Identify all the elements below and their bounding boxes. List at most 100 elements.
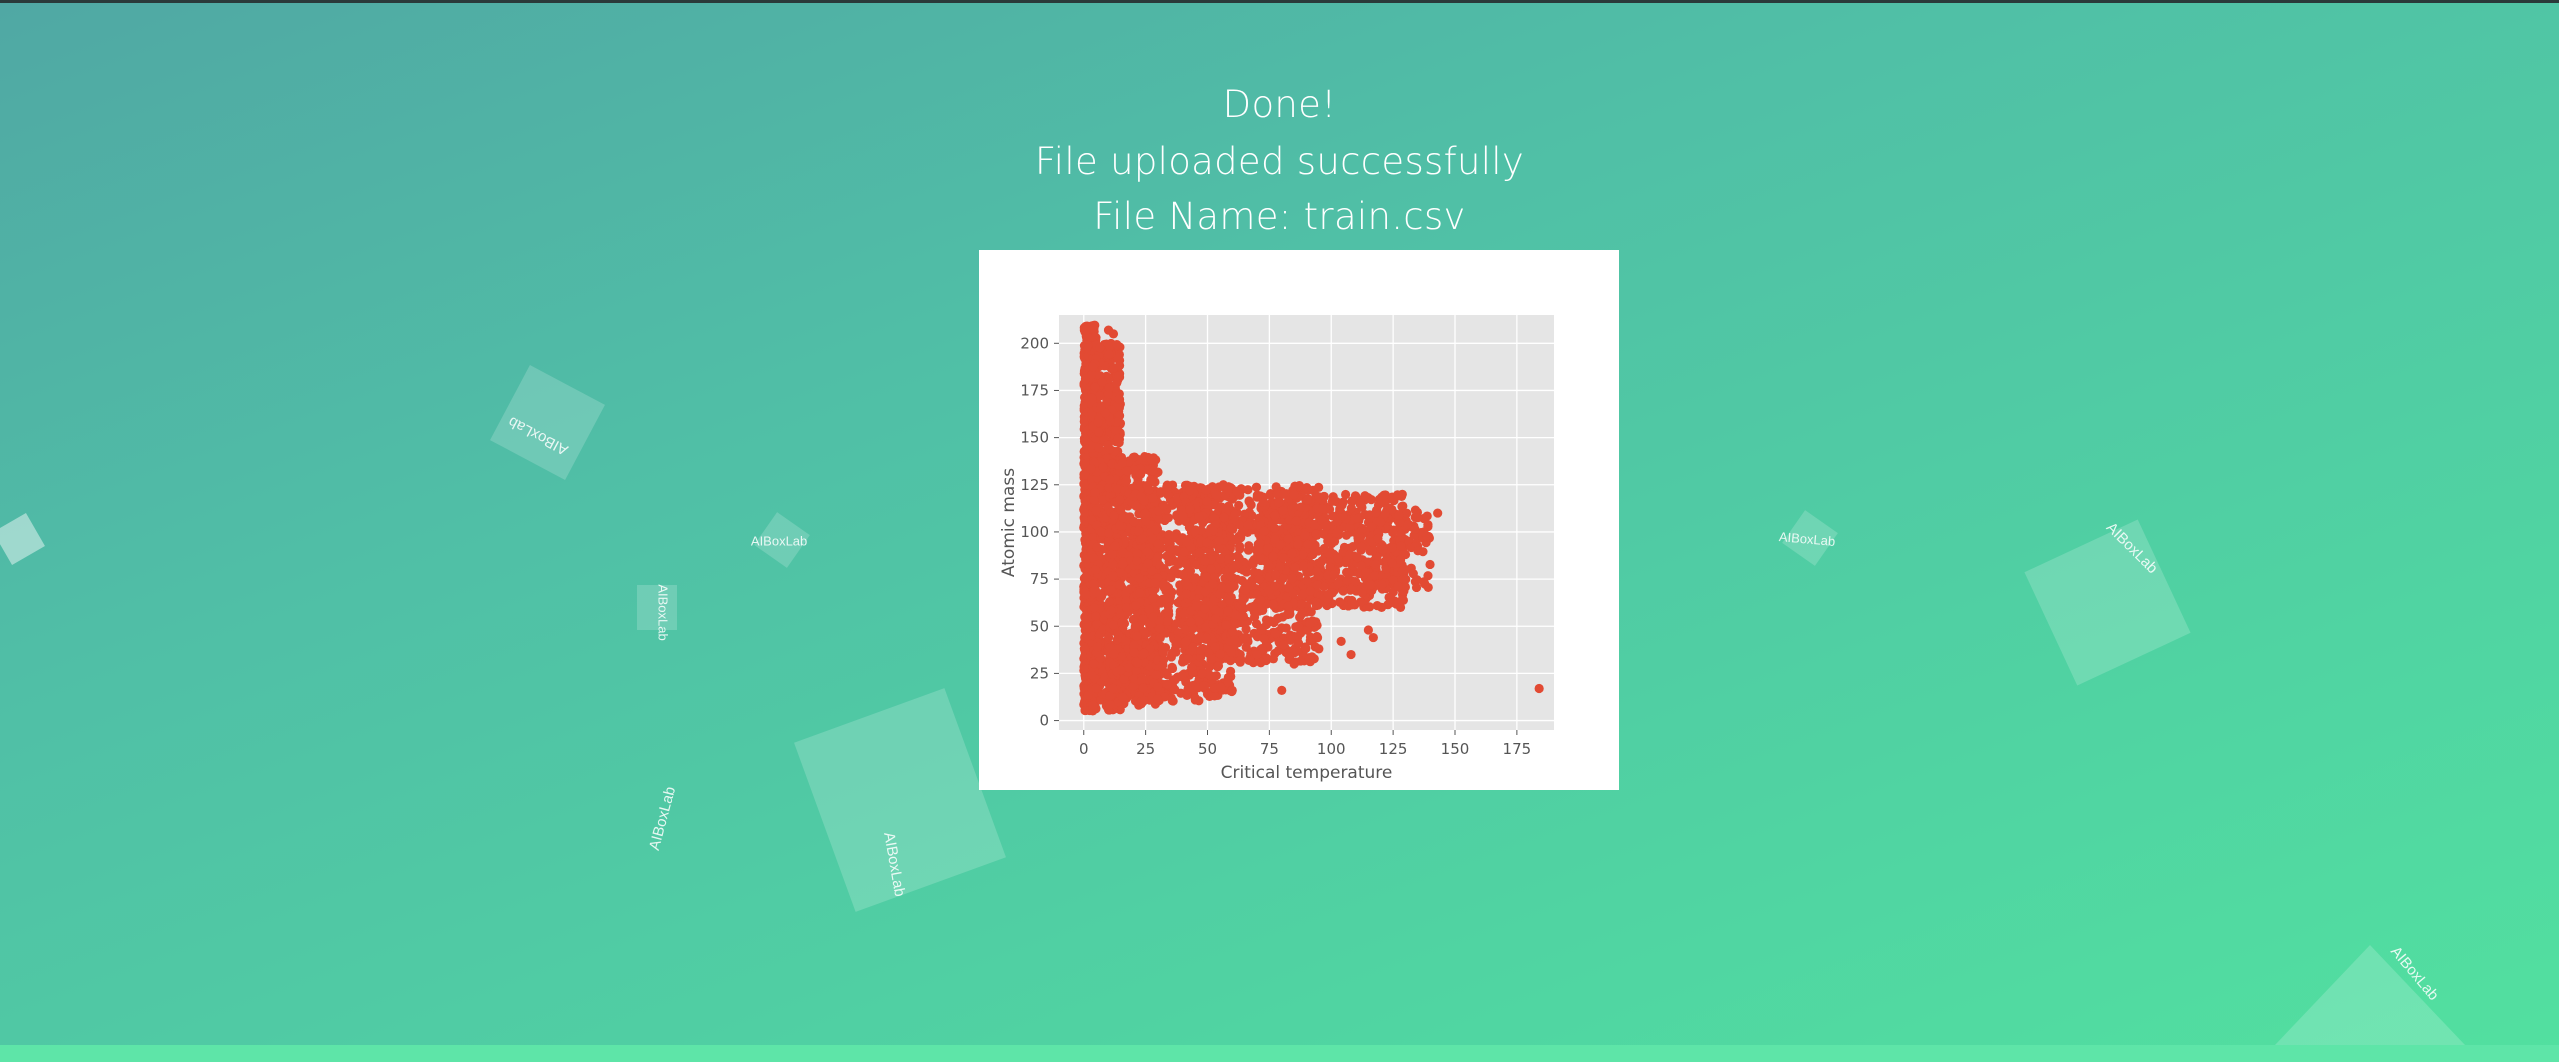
scatter-point <box>1255 657 1265 667</box>
scatter-point <box>1223 554 1233 564</box>
scatter-point <box>1095 343 1105 353</box>
scatter-point <box>1338 586 1348 596</box>
scatter-point <box>1375 517 1386 527</box>
scatter-point <box>1105 700 1115 710</box>
scatter-point <box>1270 523 1280 533</box>
scatter-point <box>1143 558 1153 569</box>
scatter-point <box>1311 529 1321 539</box>
scatter-point <box>1173 627 1183 638</box>
x-tick-label: 25 <box>1136 740 1155 758</box>
scatter-point <box>1208 579 1218 589</box>
watermark-text: AIBoxLab <box>655 584 671 641</box>
y-tick-label: 175 <box>1020 381 1049 399</box>
scatter-point <box>1243 485 1253 495</box>
scatter-point <box>1243 520 1253 530</box>
watermark-text: AIBoxLab <box>645 784 680 853</box>
scatter-point <box>1180 625 1191 635</box>
scatter-point <box>1181 537 1192 547</box>
scatter-point <box>1289 659 1299 669</box>
scatter-point <box>1341 556 1351 566</box>
scatter-point <box>1314 482 1324 492</box>
scatter-point <box>1163 513 1174 523</box>
scatter-point <box>1140 509 1150 519</box>
scatter-point <box>1113 484 1123 494</box>
scatter-point <box>1352 513 1363 523</box>
scatter-point <box>1395 555 1406 565</box>
scatter-point <box>1290 562 1300 573</box>
scatter-point <box>1108 620 1118 630</box>
scatter-point <box>1273 498 1284 508</box>
scatter-point <box>1255 553 1266 563</box>
scatter-point <box>1146 454 1156 464</box>
scatter-point <box>1199 681 1209 691</box>
scatter-point <box>1291 516 1301 526</box>
y-tick-label: 125 <box>1020 476 1049 494</box>
scatter-point <box>1241 624 1251 634</box>
scatter-point <box>1138 614 1148 624</box>
scatter-point <box>1419 577 1429 587</box>
scatter-point <box>1413 546 1423 556</box>
scatter-point <box>1114 580 1125 590</box>
scatter-point <box>1241 567 1252 577</box>
scatter-point <box>1132 549 1143 559</box>
scatter-point <box>1124 663 1134 673</box>
scatter-point <box>1091 683 1101 694</box>
scatter-point <box>1235 656 1245 666</box>
scatter-point <box>1122 466 1132 476</box>
scatter-point <box>1163 490 1173 500</box>
scatter-point <box>1400 565 1411 575</box>
x-tick-label: 100 <box>1317 740 1346 758</box>
scatter-point <box>1288 588 1298 599</box>
x-tick-label: 125 <box>1379 740 1408 758</box>
scatter-point <box>1305 618 1315 629</box>
scatter-point <box>1114 521 1125 531</box>
decor-square <box>0 513 45 565</box>
scatter-point <box>1317 504 1328 514</box>
scatter-point <box>1097 377 1107 387</box>
scatter-point <box>1159 500 1169 510</box>
scatter-point <box>1338 497 1348 507</box>
scatter-point <box>1335 504 1345 514</box>
scatter-point <box>1306 607 1316 617</box>
scatter-point <box>1167 663 1178 674</box>
scatter-point <box>1185 566 1196 576</box>
scatter-point <box>1121 596 1131 606</box>
scatter-point <box>1293 638 1304 648</box>
scatter-point <box>1181 677 1191 687</box>
scatter-point <box>1387 543 1397 553</box>
scatter-point <box>1098 462 1108 472</box>
scatter-point <box>1103 440 1113 450</box>
scatter-point <box>1289 501 1299 512</box>
scatter-point <box>1111 425 1122 435</box>
scatter-point <box>1224 595 1235 605</box>
scatter-point <box>1182 690 1192 700</box>
scatter-point <box>1153 682 1163 692</box>
scatter-point <box>1104 383 1114 393</box>
scatter-point <box>1227 572 1237 582</box>
scatter-point <box>1091 565 1101 575</box>
scatter-point <box>1134 573 1144 583</box>
scatter-point <box>1321 521 1331 531</box>
scatter-point <box>1400 582 1411 592</box>
scatter-point <box>1097 527 1107 537</box>
scatter-point <box>1377 579 1387 590</box>
scatter-point <box>1365 580 1375 590</box>
top-border <box>0 0 2559 3</box>
scatter-point <box>1411 582 1422 593</box>
scatter-point <box>1302 625 1313 636</box>
scatter-point <box>1270 628 1281 639</box>
scatter-point <box>1268 551 1278 562</box>
scatter-point <box>1185 504 1195 515</box>
scatter-point <box>1368 632 1378 643</box>
scatter-point <box>1312 580 1322 590</box>
scatter-point <box>1178 569 1188 580</box>
scatter-point <box>1270 581 1280 591</box>
scatter-point <box>1392 490 1403 500</box>
y-axis-label: Atomic mass <box>999 468 1019 577</box>
scatter-point <box>1401 574 1411 584</box>
scatter-point <box>1287 548 1297 559</box>
scatter-point <box>1190 573 1201 583</box>
scatter-point <box>1180 577 1191 587</box>
y-tick-label: 150 <box>1020 429 1049 447</box>
scatter-point <box>1226 647 1236 657</box>
